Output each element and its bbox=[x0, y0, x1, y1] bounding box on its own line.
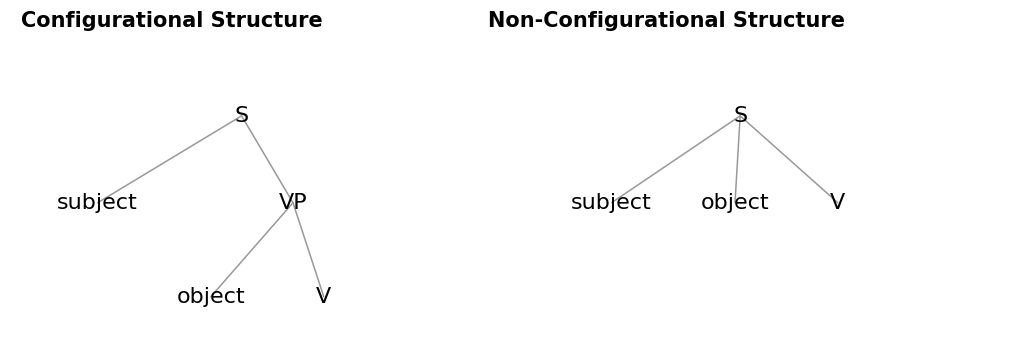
Text: Non-Configurational Structure: Non-Configurational Structure bbox=[488, 11, 845, 31]
Text: Configurational Structure: Configurational Structure bbox=[21, 11, 323, 31]
Text: subject: subject bbox=[58, 193, 138, 213]
Text: object: object bbox=[701, 193, 769, 213]
Text: V: V bbox=[831, 193, 845, 213]
Text: object: object bbox=[177, 287, 245, 307]
Text: VP: VP bbox=[279, 193, 307, 213]
Text: V: V bbox=[317, 287, 331, 307]
Text: S: S bbox=[234, 106, 249, 126]
Text: S: S bbox=[733, 106, 747, 126]
Text: subject: subject bbox=[572, 193, 652, 213]
